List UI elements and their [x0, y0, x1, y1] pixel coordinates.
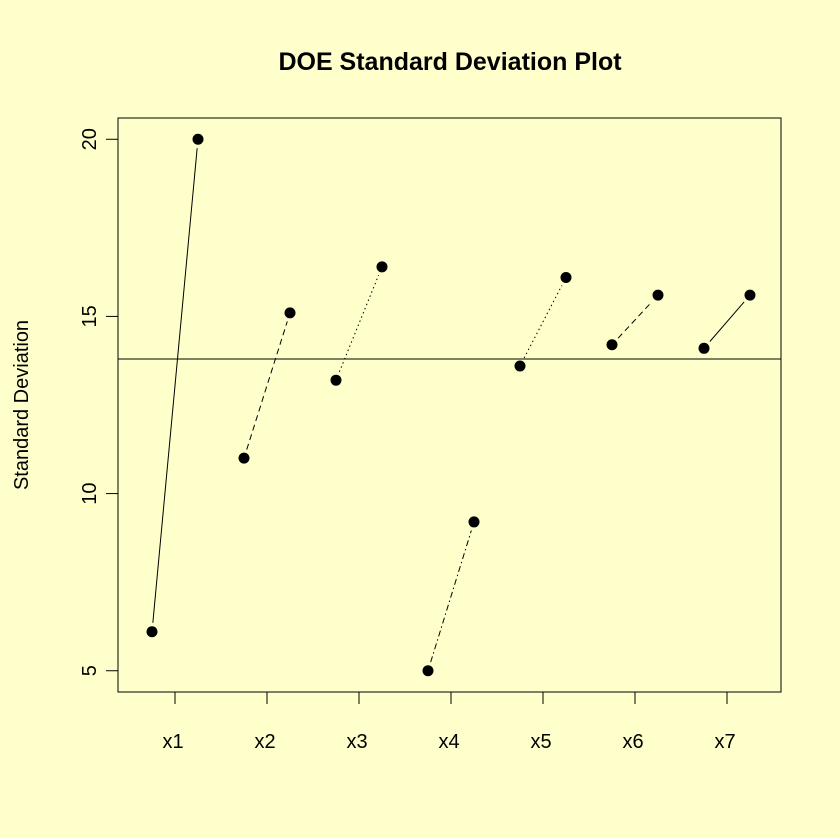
y-tick-label: 20: [79, 128, 101, 150]
x-tick-label: x6: [622, 731, 643, 753]
factor-segment: [523, 285, 563, 359]
low-level-point: [238, 452, 250, 464]
y-axis-label: Standard Deviation: [11, 320, 33, 490]
y-axis: 5 10 15 20: [79, 128, 119, 676]
segment-group: [152, 148, 745, 663]
factor-segment: [617, 301, 653, 339]
x-tick-label: x5: [530, 731, 551, 753]
low-level-point: [514, 360, 526, 372]
x-tick-label: x3: [346, 731, 367, 753]
x-tick-label: x4: [438, 731, 459, 753]
high-level-point: [468, 516, 480, 528]
low-level-point: [146, 626, 158, 638]
low-level-point: [422, 665, 434, 677]
factor-segment: [430, 530, 472, 663]
x-tick-label: x1: [162, 731, 183, 753]
high-level-point: [560, 271, 572, 283]
y-tick-label: 5: [79, 665, 101, 676]
high-level-point: [192, 133, 204, 145]
point-group: [146, 133, 756, 677]
high-level-point: [376, 261, 388, 273]
factor-segment: [246, 321, 288, 450]
x-tick-label: x7: [714, 731, 735, 753]
high-level-point: [744, 289, 756, 301]
low-level-point: [698, 342, 710, 354]
high-level-point: [284, 307, 296, 319]
chart-title: DOE Standard Deviation Plot: [278, 48, 622, 76]
x-tick-label: x2: [254, 731, 275, 753]
low-level-point: [330, 374, 342, 386]
plot-frame: [117, 117, 782, 693]
factor-segment: [709, 301, 745, 342]
factor-segment: [152, 148, 198, 623]
y-tick-label: 15: [79, 305, 101, 327]
factor-segment: [338, 274, 380, 373]
y-tick-label: 10: [79, 482, 101, 504]
high-level-point: [652, 289, 664, 301]
low-level-point: [606, 339, 618, 351]
x-axis: x1 x2 x3 x4 x5 x6 x7: [162, 691, 736, 753]
